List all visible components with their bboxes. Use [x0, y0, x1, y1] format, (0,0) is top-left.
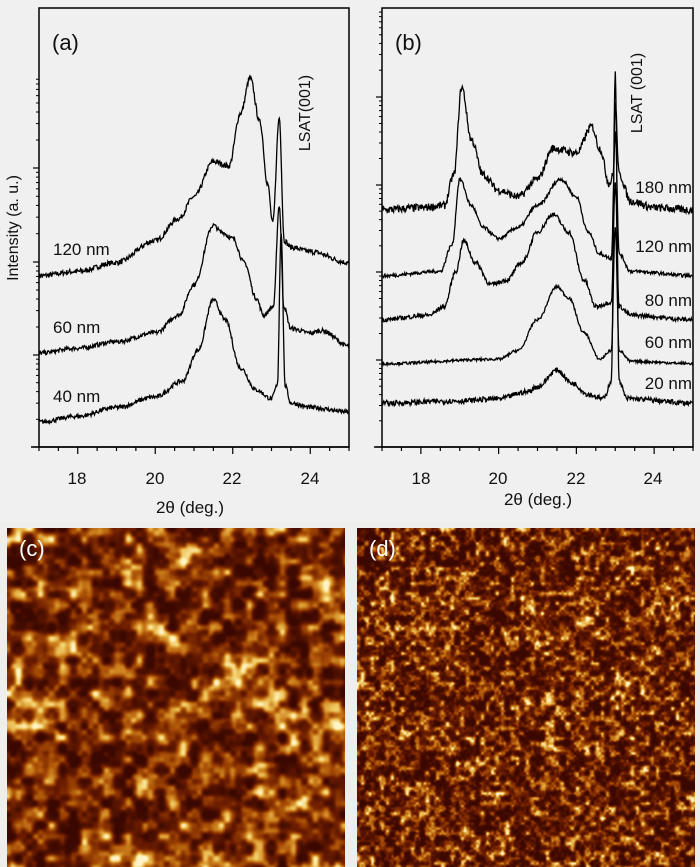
- afm-topography-c: [7, 528, 345, 867]
- x-axis-label-a: 2θ (deg.): [156, 498, 224, 517]
- series-label-60nm: 60 nm: [645, 333, 692, 352]
- series-line-40nm: [38, 233, 350, 426]
- series-label-180nm: 180 nm: [635, 178, 692, 197]
- series-label-120nm: 120 nm: [635, 237, 692, 256]
- panel-a: (a) Intensity (a. u.) 2θ (deg.) LSAT(001…: [5, 7, 350, 517]
- afm-topography-d: [357, 528, 695, 867]
- lsat-annotation-b: LSAT (001): [629, 53, 646, 133]
- x-tick-label: 20: [489, 469, 508, 488]
- panel-b: (b) 2θ (deg.) LSAT (001) 180 nm 120 nm 8…: [374, 7, 694, 509]
- series-label-40nm: 40 nm: [53, 387, 100, 406]
- afm-image-d: (d): [357, 528, 695, 867]
- x-tick-label: 24: [644, 469, 663, 488]
- series-label-60nm: 60 nm: [53, 318, 100, 337]
- xrd-plots: (a) Intensity (a. u.) 2θ (deg.) LSAT(001…: [5, 7, 694, 517]
- x-tick-label: 18: [68, 469, 87, 488]
- x-tick-label: 18: [412, 469, 431, 488]
- series-label-120nm: 120 nm: [53, 240, 110, 259]
- lsat-annotation-a: LSAT(001): [297, 75, 314, 151]
- x-tick-label: 22: [223, 469, 242, 488]
- x-tick-label: 24: [301, 469, 320, 488]
- series-line-20nm: [381, 71, 694, 408]
- panel-c-label: (c): [19, 536, 45, 561]
- series-label-80nm: 80 nm: [645, 291, 692, 310]
- series-line-80nm: [381, 182, 694, 324]
- series-line-60nm: [381, 227, 694, 368]
- panel-a-label: (a): [52, 30, 79, 55]
- series-line-120nm: [381, 131, 694, 280]
- series-line-180nm: [381, 83, 694, 216]
- afm-image-c: (c): [7, 528, 345, 867]
- series-line-120nm: [38, 74, 350, 279]
- xrd-figure: (a) Intensity (a. u.) 2θ (deg.) LSAT(001…: [5, 7, 694, 517]
- panel-b-label: (b): [395, 30, 422, 55]
- series-label-20nm: 20 nm: [645, 374, 692, 393]
- x-axis-label-b: 2θ (deg.): [504, 490, 572, 509]
- series-line-60nm: [38, 205, 350, 356]
- x-tick-label: 20: [146, 469, 165, 488]
- x-tick-label: 22: [567, 469, 586, 488]
- panel-d-label: (d): [369, 536, 396, 561]
- y-axis-label: Intensity (a. u.): [5, 175, 22, 281]
- plot-frame: [38, 7, 350, 448]
